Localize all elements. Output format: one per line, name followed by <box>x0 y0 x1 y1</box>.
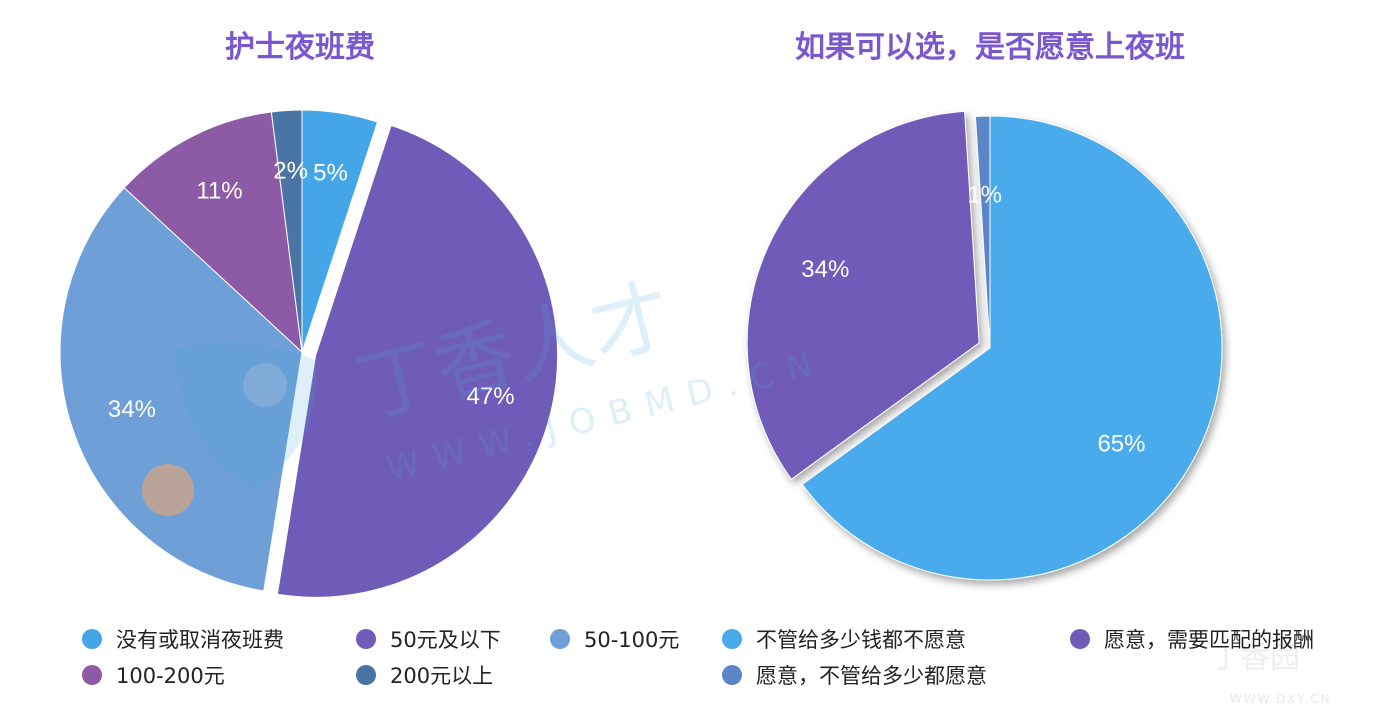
legend-item: 愿意，不管给多少都愿意 <box>722 660 987 690</box>
pie-slice <box>801 115 1223 581</box>
legend-item: 200元以上 <box>356 660 493 690</box>
corner-watermark: 丁香园 WWW.DXY.CN <box>1210 641 1332 706</box>
slice-label: 1% <box>967 181 1002 208</box>
legend-swatch <box>356 665 376 685</box>
pie-slice <box>59 187 303 592</box>
corner-watermark-url: WWW.DXY.CN <box>1230 692 1332 706</box>
watermark-logo-bubble <box>142 464 194 516</box>
legend-swatch <box>550 629 570 649</box>
legend-item: 没有或取消夜班费 <box>82 624 284 654</box>
legend-item: 50元及以下 <box>356 624 501 654</box>
left-pie <box>59 109 559 598</box>
legend-item: 不管给多少钱都不愿意 <box>722 624 966 654</box>
pie-slice <box>746 110 980 480</box>
legend-swatch <box>722 629 742 649</box>
slice-label: 65% <box>1097 431 1145 458</box>
legend-swatch <box>356 629 376 649</box>
left-chart-title: 护士夜班费 <box>225 30 375 65</box>
legend-label: 100-200元 <box>116 664 225 688</box>
pie-slice <box>123 111 303 354</box>
legend-swatch <box>82 629 102 649</box>
slice-label: 34% <box>801 256 849 283</box>
legend-swatch <box>82 665 102 685</box>
slice-label: 5% <box>313 160 348 187</box>
pie-slice <box>974 115 991 349</box>
legend-label: 50元及以下 <box>390 628 501 652</box>
legend-label: 愿意，不管给多少都愿意 <box>756 664 987 688</box>
legend-label: 愿意，需要匹配的报酬 <box>1104 628 1314 652</box>
right-chart-title: 如果可以选，是否愿意上夜班 <box>795 30 1185 65</box>
slice-labels: 5% 47% 34% 11% 2% 65% 34% 1% <box>108 158 1146 458</box>
corner-watermark-text: 丁香园 <box>1210 641 1300 676</box>
legend-label: 50-100元 <box>584 628 680 652</box>
pie-slice <box>276 124 559 598</box>
slice-label: 34% <box>108 396 156 423</box>
legend-swatch <box>722 665 742 685</box>
legend-item: 100-200元 <box>82 660 225 690</box>
slice-label: 47% <box>467 383 515 410</box>
slice-label: 2% <box>273 158 308 185</box>
legend-label: 没有或取消夜班费 <box>116 628 284 652</box>
right-pie <box>746 110 1223 581</box>
slice-label: 11% <box>196 177 242 204</box>
legend-swatch <box>1070 629 1090 649</box>
legend-label: 不管给多少钱都不愿意 <box>756 628 966 652</box>
legend-item: 50-100元 <box>550 624 679 654</box>
watermark-logo-dot <box>243 363 287 407</box>
legend-item: 愿意，需要匹配的报酬 <box>1070 624 1314 654</box>
watermark-logo-shape <box>175 342 317 490</box>
legend-label: 200元以上 <box>390 664 494 688</box>
pie-slice <box>270 109 303 353</box>
